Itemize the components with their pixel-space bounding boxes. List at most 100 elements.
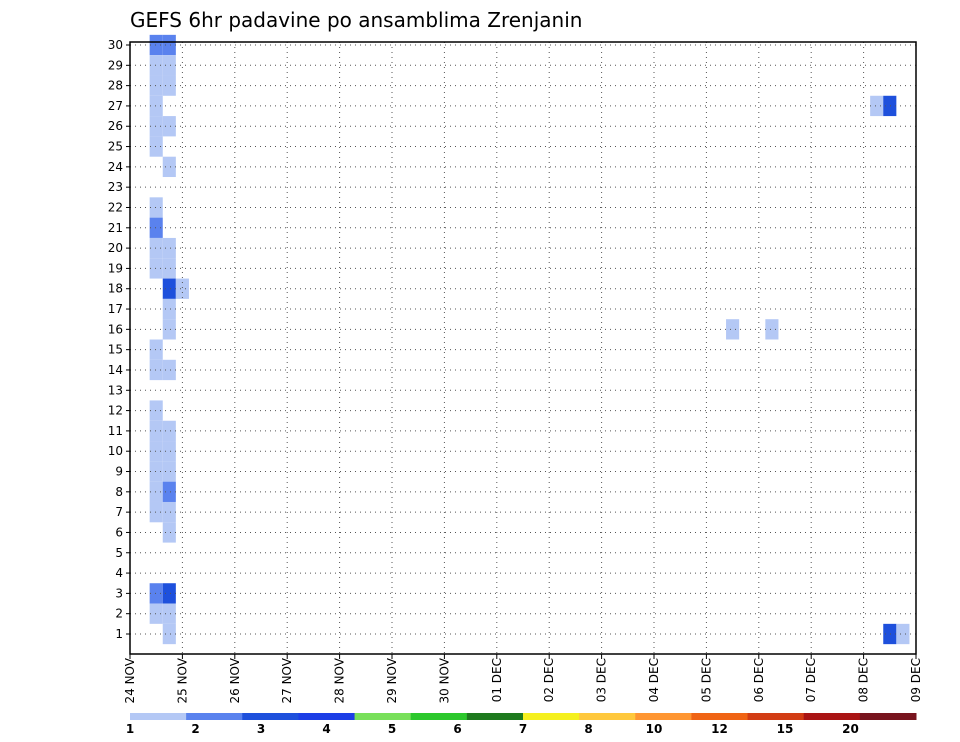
precip-cell xyxy=(162,603,176,624)
colorbar-label: 1 xyxy=(126,722,134,736)
plot-frame xyxy=(129,41,917,655)
colorbar-label: 15 xyxy=(777,722,794,736)
precip-cell xyxy=(162,461,176,482)
precip-cell xyxy=(149,359,163,381)
y-tick-label: 27 xyxy=(108,99,123,113)
precip-cell xyxy=(149,55,163,76)
colorbar-label: 7 xyxy=(519,722,527,736)
x-tick-label: 08 DEC xyxy=(857,658,871,702)
colorbar-label: 4 xyxy=(322,722,330,736)
y-tick-label: 4 xyxy=(115,566,123,580)
precip-cell xyxy=(162,522,176,543)
x-tick-label: 28 NOV xyxy=(333,657,347,703)
y-tick-label: 21 xyxy=(108,221,123,235)
colorbar-label: 2 xyxy=(191,722,199,736)
colorbar-segment xyxy=(747,713,805,720)
precip-cell xyxy=(149,339,163,360)
precip-cell xyxy=(162,258,176,279)
y-tick-label: 13 xyxy=(108,383,123,397)
precip-cell xyxy=(162,156,176,178)
precip-cell xyxy=(149,420,163,442)
colorbar-label: 20 xyxy=(842,722,859,736)
grid-lines xyxy=(130,42,916,654)
colorbar-segment xyxy=(859,713,917,720)
precip-cell xyxy=(162,623,176,645)
y-tick-label: 24 xyxy=(108,160,123,174)
y-tick-label: 12 xyxy=(108,404,123,418)
precip-cell xyxy=(162,34,176,56)
y-tick-label: 23 xyxy=(108,180,123,194)
colorbar-segment xyxy=(186,713,243,720)
y-tick-label: 30 xyxy=(108,38,123,52)
colorbar-segment xyxy=(635,713,692,720)
precip-cell xyxy=(149,461,163,482)
colorbar-label: 8 xyxy=(584,722,592,736)
colorbar-label: 3 xyxy=(257,722,265,736)
precip-cell xyxy=(896,623,910,645)
precip-cell xyxy=(162,420,176,442)
precip-cell xyxy=(149,217,163,238)
y-tick-label: 10 xyxy=(108,444,123,458)
precip-cell xyxy=(162,501,176,523)
precip-cell xyxy=(162,116,176,137)
x-tick-label: 24 NOV xyxy=(123,657,137,703)
x-tick-label: 03 DEC xyxy=(595,658,609,702)
precipitation-cells xyxy=(149,34,910,645)
y-tick-label: 19 xyxy=(108,261,123,275)
precip-cell xyxy=(765,319,779,340)
precip-cell xyxy=(162,298,176,320)
precip-cell xyxy=(162,481,176,502)
x-tick-label: 05 DEC xyxy=(699,658,713,702)
precip-cell xyxy=(162,278,176,299)
colorbar-segment xyxy=(466,713,524,720)
y-tick-label: 17 xyxy=(108,302,123,316)
colorbar-segment xyxy=(354,713,412,720)
x-tick-label: 09 DEC xyxy=(909,658,923,702)
colorbar-segment xyxy=(410,713,468,720)
x-tick-label: 25 NOV xyxy=(175,657,189,703)
y-tick-label: 22 xyxy=(108,200,123,214)
precip-cell xyxy=(162,319,176,340)
y-tick-label: 1 xyxy=(115,627,123,641)
precip-cell xyxy=(883,623,897,645)
y-tick-label: 11 xyxy=(108,424,123,438)
y-tick-label: 16 xyxy=(108,322,123,336)
colorbar-segment xyxy=(130,713,187,720)
precip-cell xyxy=(726,319,740,340)
x-tick-label: 26 NOV xyxy=(228,657,242,703)
y-tick-label: 7 xyxy=(115,505,123,519)
colorbar-segment xyxy=(803,713,861,720)
colorbar-segment xyxy=(298,713,356,720)
y-tick-label: 8 xyxy=(115,485,123,499)
y-tick-label: 26 xyxy=(108,119,123,133)
precip-cell xyxy=(162,55,176,76)
y-tick-label: 25 xyxy=(108,140,123,154)
precip-cell xyxy=(149,441,163,462)
precip-cell xyxy=(149,603,163,624)
colorbar-segment xyxy=(579,713,636,720)
precip-cell xyxy=(162,583,176,604)
precip-cell xyxy=(883,95,897,117)
colorbar-segment xyxy=(523,713,580,720)
precip-cell xyxy=(149,400,163,421)
y-tick-label: 3 xyxy=(115,586,123,600)
precip-cell xyxy=(162,359,176,381)
precip-cell xyxy=(162,237,176,259)
y-tick-label: 15 xyxy=(108,343,123,357)
y-tick-label: 29 xyxy=(108,58,123,72)
colorbar-segment xyxy=(691,713,749,720)
x-tick-label: 01 DEC xyxy=(490,658,504,702)
x-tick-label: 27 NOV xyxy=(280,657,294,703)
x-tick-label: 02 DEC xyxy=(542,658,556,702)
y-tick-label: 28 xyxy=(108,79,123,93)
x-tick-label: 07 DEC xyxy=(804,658,818,702)
x-tick-label: 29 NOV xyxy=(385,657,399,703)
precip-cell xyxy=(149,197,163,218)
x-axis: 24 NOV 25 NOV 26 NOV 27 NOV 28 NOV 29 NOV 30 N… xyxy=(123,654,923,704)
colorbar-label: 12 xyxy=(711,722,728,736)
y-axis: 1234567891011121314151617181920212223242… xyxy=(108,38,130,641)
y-tick-label: 9 xyxy=(115,465,123,479)
colorbar-label: 5 xyxy=(388,722,396,736)
x-tick-label: 06 DEC xyxy=(752,658,766,702)
